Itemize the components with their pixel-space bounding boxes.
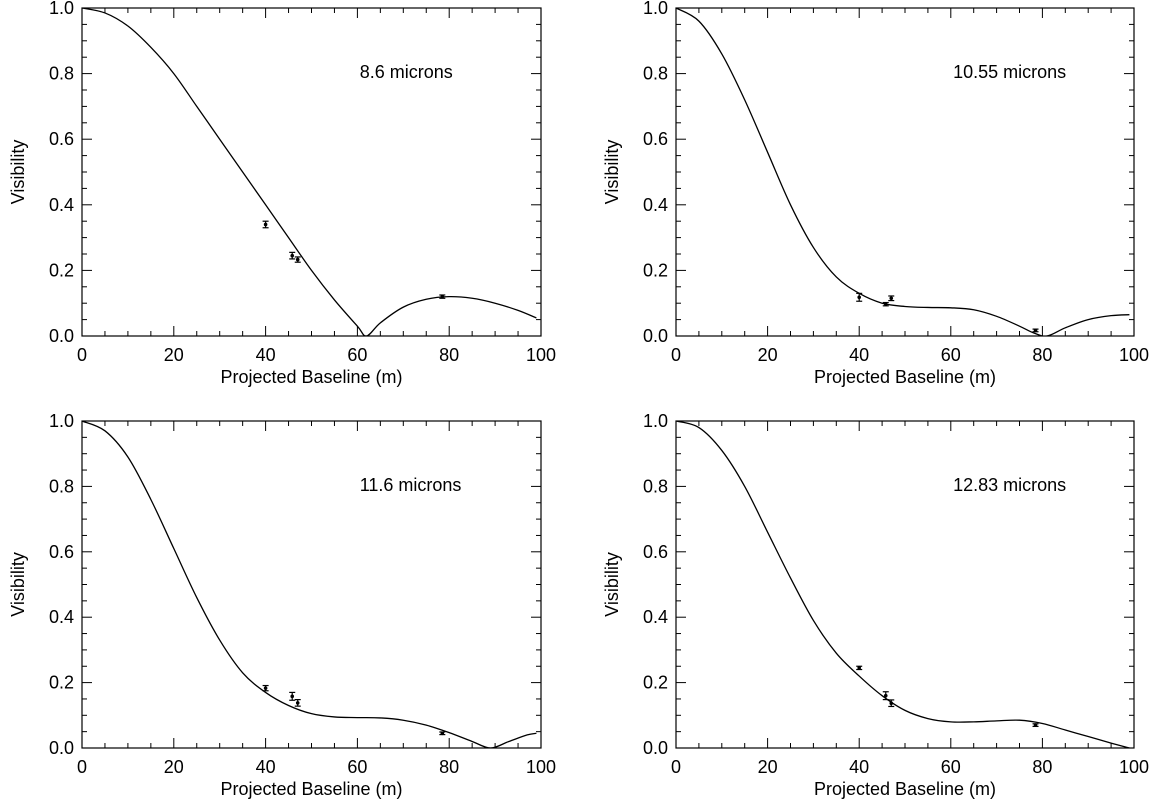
x-tick-label: 40: [256, 757, 276, 777]
model-curve: [82, 8, 537, 336]
data-point: [289, 251, 296, 260]
y-tick-label: 1.0: [49, 411, 74, 431]
data-point: [856, 292, 863, 302]
x-tick-label: 100: [526, 345, 556, 365]
y-axis-label: Visibility: [602, 552, 622, 617]
y-axis-label: Visibility: [8, 140, 28, 205]
y-tick-label: 1.0: [643, 0, 668, 18]
x-tick-label: 40: [849, 757, 869, 777]
x-tick-label: 100: [526, 757, 556, 777]
y-tick-label: 0.4: [49, 607, 74, 627]
x-axis-label: Projected Baseline (m): [814, 779, 996, 799]
x-tick-label: 100: [1119, 757, 1149, 777]
y-tick-label: 0.2: [49, 673, 74, 693]
plot-frame: [81, 420, 542, 749]
y-tick-label: 0.4: [49, 195, 74, 215]
x-axis-label: Projected Baseline (m): [220, 367, 402, 387]
data-point: [882, 301, 889, 307]
data-point: [1032, 723, 1039, 728]
data-point: [289, 691, 296, 701]
x-tick-label: 20: [758, 345, 778, 365]
x-tick-label: 60: [941, 757, 961, 777]
x-tick-label: 40: [849, 345, 869, 365]
x-tick-label: 80: [439, 345, 459, 365]
data-point: [294, 256, 301, 263]
data-point: [882, 691, 889, 701]
plot-frame: [81, 7, 542, 337]
y-tick-label: 0.6: [643, 129, 668, 149]
x-tick-label: 60: [941, 345, 961, 365]
x-tick-label: 20: [164, 345, 184, 365]
y-tick-label: 0.0: [49, 738, 74, 758]
x-tick-label: 0: [77, 345, 87, 365]
x-tick-label: 20: [758, 757, 778, 777]
y-tick-label: 0.8: [49, 476, 74, 496]
x-tick-label: 80: [439, 757, 459, 777]
panel-3: 0 20 40 60 80 100 0.0 0.2 0.4 0.6 0.8 1.0 Projected …: [8, 411, 556, 799]
panel-1: 0 20 40 60 80 100 0.0 0.2 0.4 0.6 0.8 1.0 Projected …: [8, 0, 556, 387]
model-curve: [676, 8, 1130, 336]
y-tick-label: 0.6: [49, 542, 74, 562]
x-axis-label: Projected Baseline (m): [220, 779, 402, 799]
y-tick-label: 1.0: [49, 0, 74, 18]
y-tick-label: 0.2: [643, 260, 668, 280]
data-point: [856, 665, 863, 671]
data-point: [262, 220, 269, 229]
x-tick-label: 100: [1119, 345, 1149, 365]
x-tick-label: 20: [164, 757, 184, 777]
x-tick-label: 40: [256, 345, 276, 365]
y-axis-label: Visibility: [8, 552, 28, 617]
y-tick-label: 0.0: [49, 326, 74, 346]
data-point: [888, 699, 895, 708]
panel-4: 0 20 40 60 80 100 0.0 0.2 0.4 0.6 0.8 1.0 Projected …: [602, 411, 1149, 799]
y-tick-label: 0.0: [643, 326, 668, 346]
y-tick-label: 0.2: [49, 260, 74, 280]
y-tick-label: 0.4: [643, 195, 668, 215]
panel-2: 0 20 40 60 80 100 0.0 0.2 0.4 0.6 0.8 1.0 Projected …: [602, 0, 1149, 387]
y-tick-label: 0.2: [643, 673, 668, 693]
wavelength-annotation: 12.83 microns: [953, 475, 1066, 495]
y-tick-label: 0.8: [49, 64, 74, 84]
data-point: [439, 731, 446, 736]
plot-frame: [675, 7, 1135, 337]
y-tick-label: 0.6: [643, 542, 668, 562]
wavelength-annotation: 8.6 microns: [360, 62, 453, 82]
x-tick-label: 60: [347, 345, 367, 365]
y-tick-label: 1.0: [643, 411, 668, 431]
x-axis-label: Projected Baseline (m): [814, 367, 996, 387]
y-tick-label: 0.6: [49, 129, 74, 149]
model-curve: [676, 421, 1130, 748]
y-tick-label: 0.8: [643, 476, 668, 496]
y-tick-label: 0.0: [643, 738, 668, 758]
plot-frame: [675, 420, 1135, 749]
data-point: [888, 295, 895, 302]
x-tick-label: 0: [671, 757, 681, 777]
wavelength-annotation: 10.55 microns: [953, 62, 1066, 82]
y-tick-label: 0.8: [643, 64, 668, 84]
y-axis-label: Visibility: [602, 140, 622, 205]
y-tick-label: 0.4: [643, 607, 668, 627]
data-point: [262, 684, 269, 692]
data-point: [294, 699, 301, 707]
data-point: [439, 294, 446, 299]
x-tick-label: 80: [1032, 757, 1052, 777]
data-point: [1032, 328, 1039, 333]
x-tick-label: 0: [77, 757, 87, 777]
model-curve: [82, 421, 537, 748]
x-tick-label: 0: [671, 345, 681, 365]
x-tick-label: 60: [347, 757, 367, 777]
x-tick-label: 80: [1032, 345, 1052, 365]
wavelength-annotation: 11.6 microns: [360, 475, 462, 495]
